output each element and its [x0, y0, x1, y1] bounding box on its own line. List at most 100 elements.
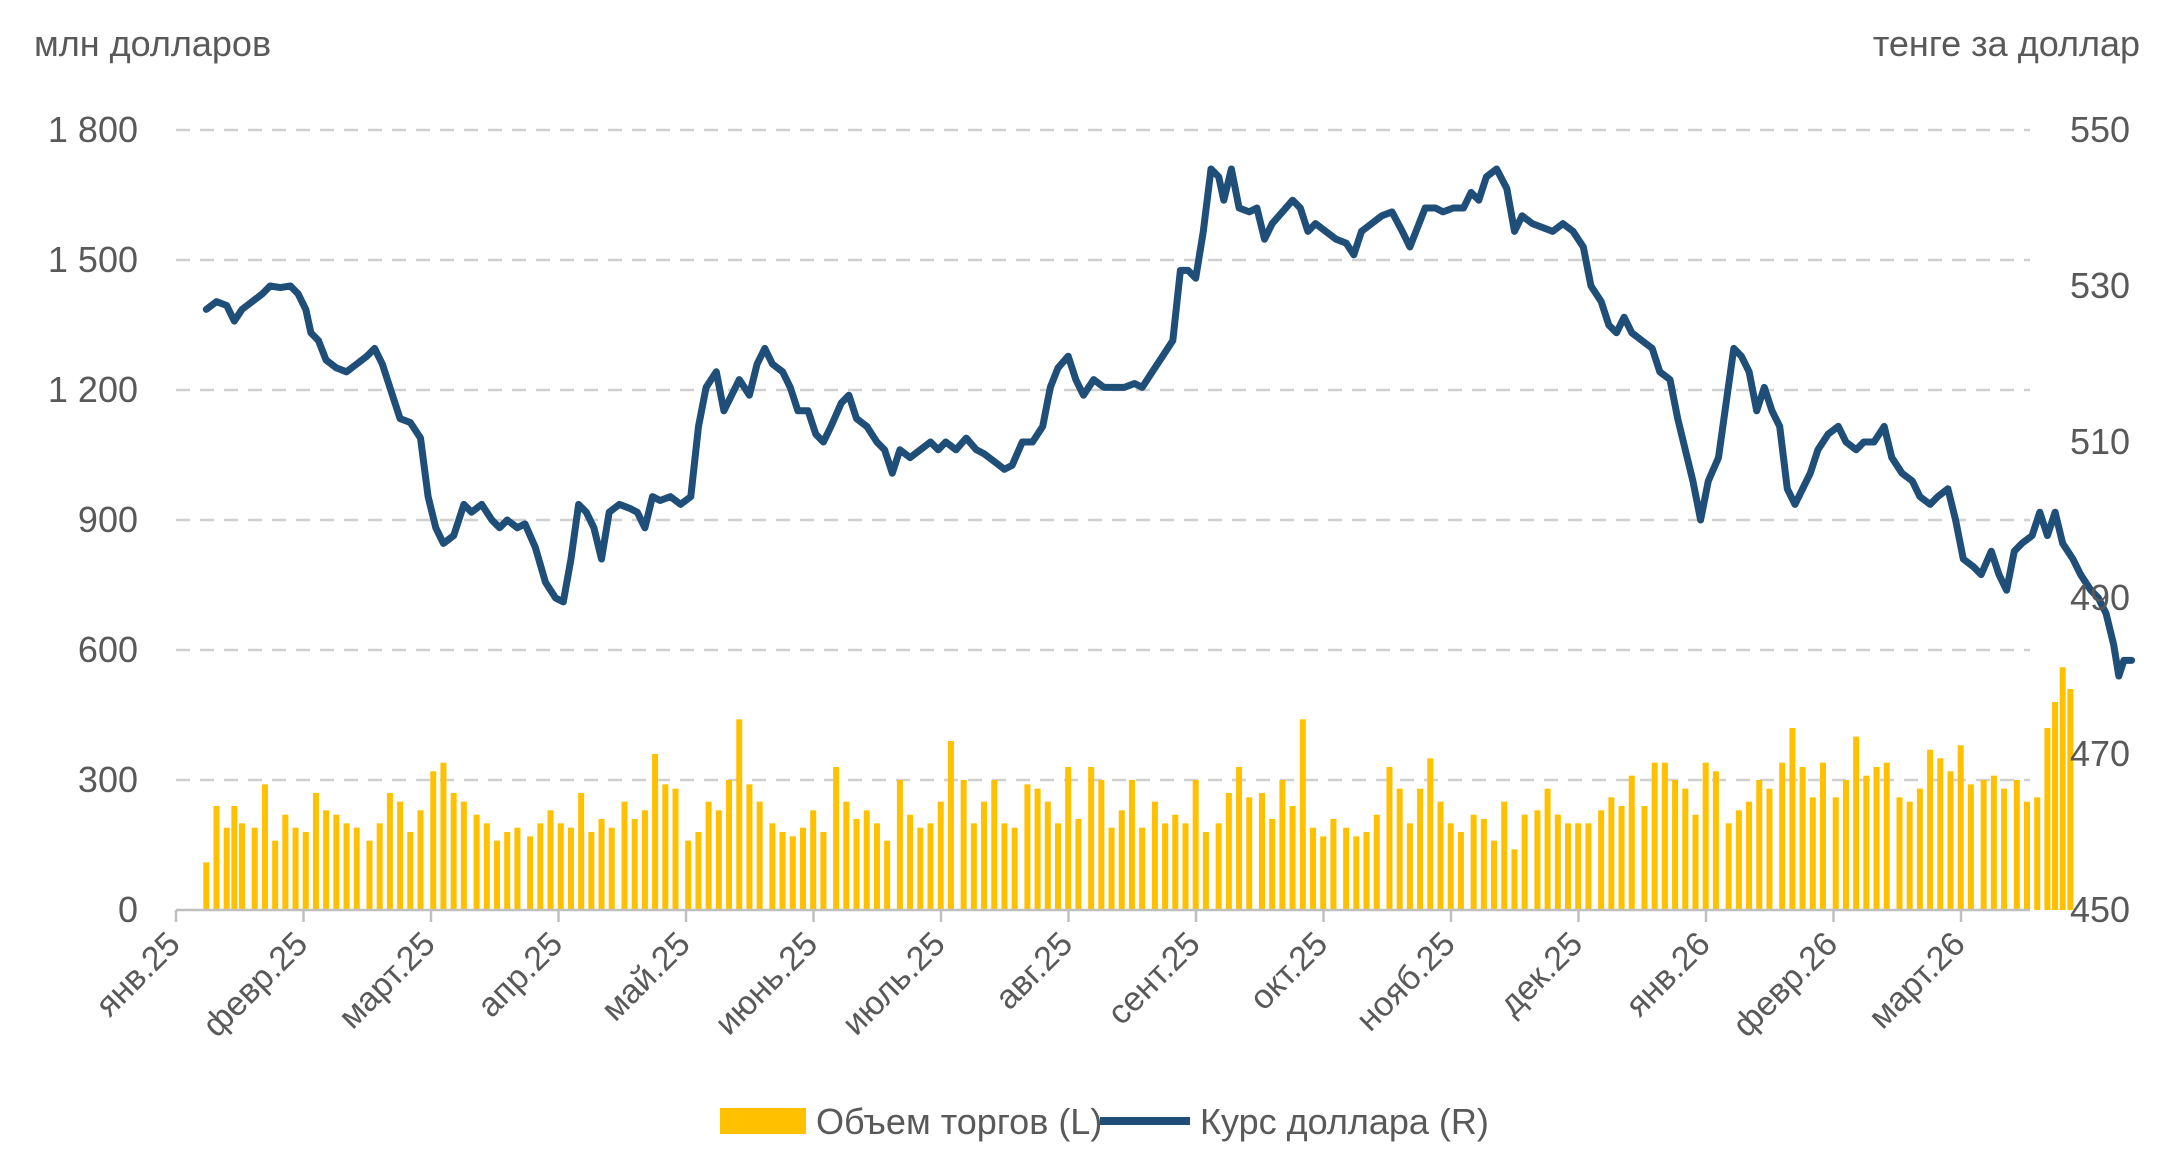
volume-bar [662, 784, 669, 910]
volume-bar [1437, 801, 1444, 910]
volume-bar [1725, 823, 1732, 910]
volume-bar [1608, 797, 1615, 910]
x-tick-label: май.25 [594, 925, 698, 1029]
bar-series-volume [203, 667, 2074, 910]
volume-bar [736, 719, 743, 910]
volume-bar [514, 827, 521, 910]
volume-bar [1554, 814, 1561, 910]
volume-bar [1289, 806, 1296, 910]
volume-bar [1980, 780, 1987, 910]
volume-bar [907, 814, 914, 910]
line-series-rate [202, 165, 2136, 680]
volume-bar [1957, 745, 1964, 910]
volume-bar [1279, 780, 1286, 910]
right-tick-label: 490 [2070, 577, 2130, 618]
volume-bar [1927, 749, 1934, 910]
volume-bar [1853, 736, 1860, 910]
volume-bar [292, 827, 299, 910]
left-tick-label: 1 200 [48, 369, 138, 410]
volume-bar [323, 810, 330, 910]
x-tick-label: авг.25 [988, 925, 1080, 1017]
legend-swatch-bars [720, 1108, 806, 1134]
volume-bar [1511, 849, 1518, 910]
x-tick-label: март.25 [331, 925, 442, 1036]
volume-bar [1246, 797, 1253, 910]
x-tick-label: февр.25 [196, 925, 316, 1045]
volume-bar [1202, 832, 1209, 910]
volume-bar [1575, 823, 1582, 910]
volume-bar [239, 823, 245, 910]
volume-bar [473, 814, 480, 910]
volume-bar [1896, 797, 1903, 910]
volume-bar [1702, 762, 1709, 910]
volume-bar [1353, 836, 1360, 910]
volume-bar [1863, 775, 1870, 910]
volume-bar [1075, 819, 1082, 910]
volume-bar [937, 801, 944, 910]
volume-bar [1521, 814, 1528, 910]
volume-bar [1470, 814, 1477, 910]
x-tick-label: февр.26 [1726, 925, 1846, 1045]
volume-bar [1651, 762, 1658, 910]
volume-bar [1766, 788, 1773, 910]
volume-bar [800, 827, 806, 910]
volume-bar [483, 823, 490, 910]
volume-bar [1386, 767, 1393, 910]
volume-bar [1501, 801, 1508, 910]
volume-bar [1310, 827, 1316, 910]
volume-bar [1447, 823, 1454, 910]
left-tick-label: 1 500 [48, 239, 138, 280]
volume-bar [397, 801, 404, 910]
left-tick-label: 900 [78, 499, 138, 540]
volume-bar [1598, 810, 1605, 910]
volume-bar [2059, 667, 2066, 910]
volume-bar [853, 819, 860, 910]
volume-bar [695, 832, 702, 910]
volume-bar [282, 814, 289, 910]
x-tick-label: апр.25 [470, 925, 570, 1025]
volume-bar [1756, 780, 1763, 910]
volume-bar [641, 810, 648, 910]
volume-bar [1544, 788, 1551, 910]
x-tick-label: март.26 [1861, 925, 1972, 1036]
volume-bar [494, 840, 500, 910]
volume-bar [1937, 758, 1944, 910]
volume-bar [1990, 775, 1997, 910]
volume-bar [1065, 767, 1072, 910]
left-tick-label: 0 [118, 889, 138, 930]
volume-bar [1299, 719, 1306, 910]
volume-bar [578, 793, 585, 910]
volume-bar [991, 780, 998, 910]
volume-bar [1417, 788, 1424, 910]
volume-bar [417, 810, 424, 910]
volume-bar [251, 827, 258, 910]
volume-bar [386, 793, 393, 910]
volume-bar [312, 793, 319, 910]
volume-bar [1641, 806, 1648, 910]
volume-bar [843, 801, 850, 910]
volume-bar [1883, 762, 1890, 910]
right-tick-label: 510 [2070, 421, 2130, 462]
volume-bar [1789, 728, 1796, 910]
volume-bar [873, 823, 880, 910]
volume-bar [2013, 780, 2020, 910]
volume-bar [769, 823, 776, 910]
exchange-rate-line [202, 165, 2136, 680]
volume-bar [223, 827, 230, 910]
volume-bar [1906, 801, 1913, 910]
volume-bar [1628, 775, 1635, 910]
volume-bar [366, 840, 373, 910]
volume-bar [1343, 827, 1350, 910]
volume-bar [1034, 788, 1041, 910]
volume-bar [1820, 762, 1826, 910]
legend-label-bars: Объем торгов (L) [816, 1101, 1102, 1142]
volume-bar [460, 801, 467, 910]
volume-bar [1427, 758, 1434, 910]
volume-bar [1044, 801, 1051, 910]
volume-bar [1088, 767, 1095, 910]
volume-bar [896, 780, 903, 910]
volume-bar [1011, 827, 1018, 910]
volume-bar [715, 810, 722, 910]
volume-bar [1001, 823, 1008, 910]
